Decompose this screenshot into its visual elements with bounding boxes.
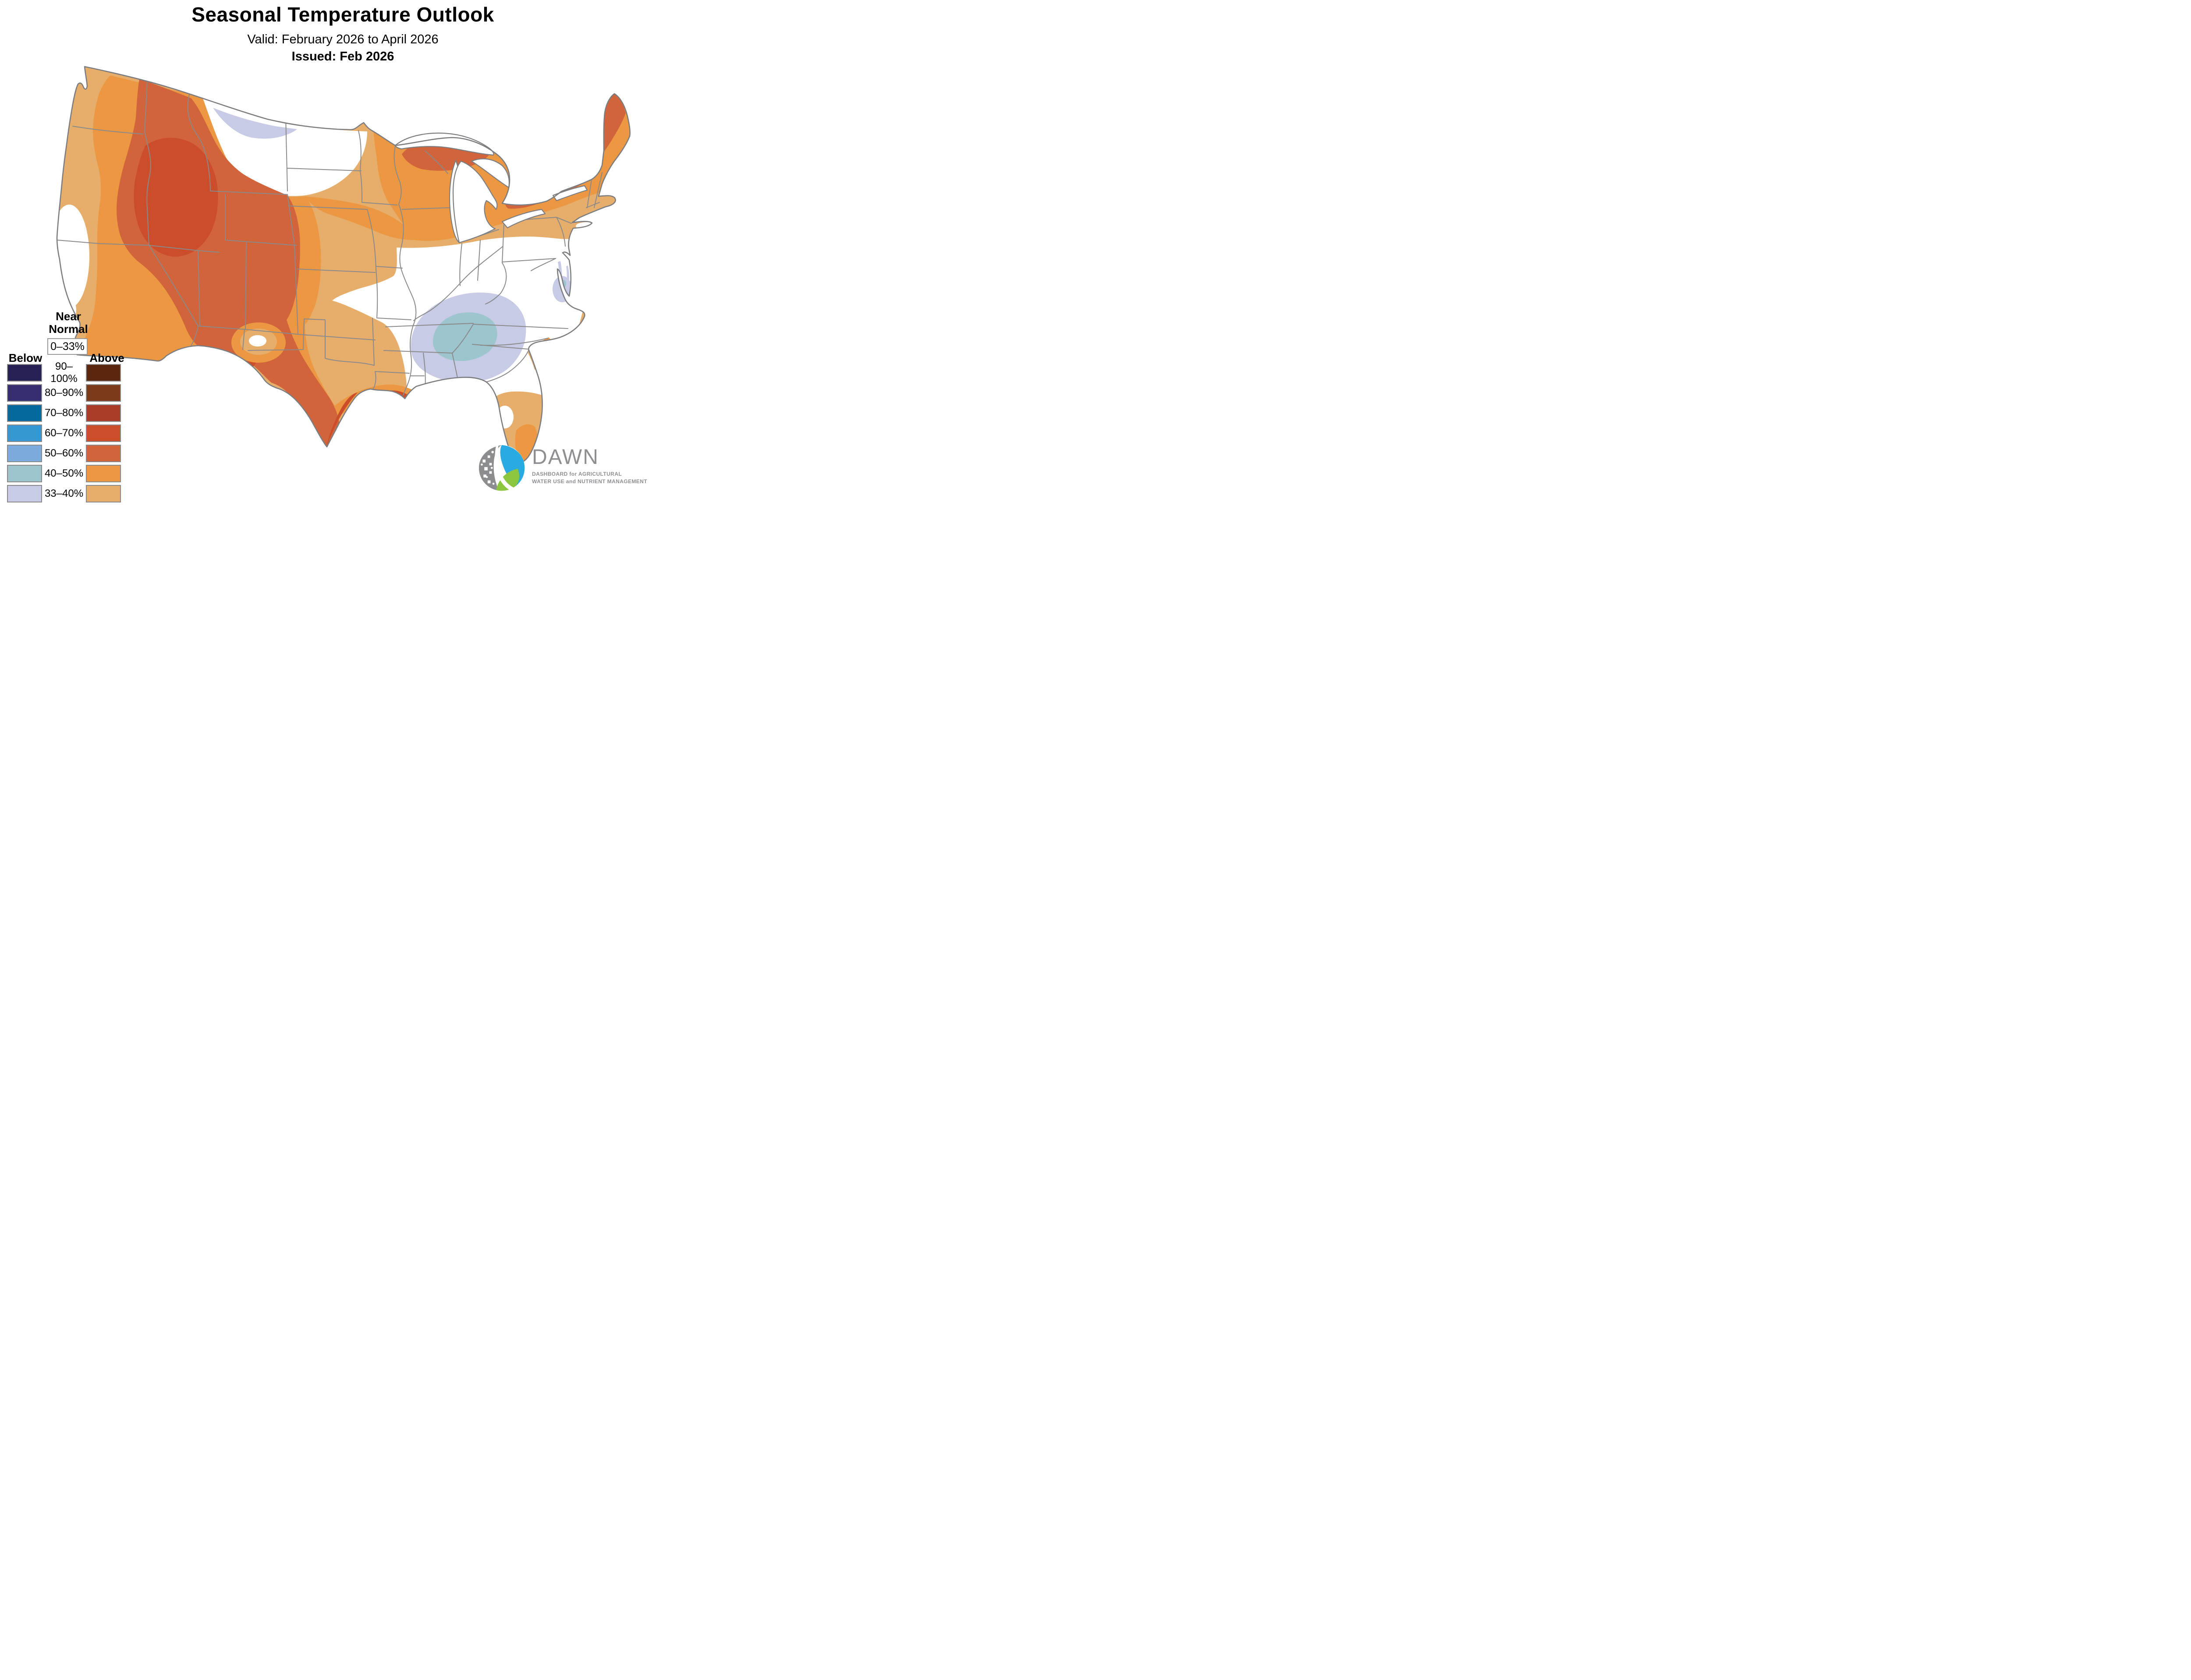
region-equal-chances-florida-west	[496, 406, 514, 428]
dawn-logo-name: DAWN	[532, 446, 599, 469]
legend-swatch-above-60–70%	[86, 424, 121, 442]
legend-row: 60–70%	[4, 423, 121, 443]
legend-range-label: 80–90%	[44, 387, 84, 399]
lake-superior	[394, 132, 494, 156]
region-equal-chances-california-coast	[57, 205, 89, 308]
michigan-lower-peninsula	[452, 160, 498, 244]
legend-row: 90–100%	[4, 361, 121, 385]
legend-row: 33–40%	[4, 484, 121, 504]
legend-row: 40–50%	[4, 463, 121, 484]
dawn-tagline-line2: WATER USE and NUTRIENT MANAGEMENT	[532, 478, 647, 485]
legend-swatch-below-90–100%	[7, 364, 42, 382]
legend-row: 50–60%	[4, 443, 121, 463]
legend-range-label: 50–60%	[44, 447, 84, 459]
page: Seasonal Temperature Outlook Valid: Febr…	[0, 0, 686, 504]
logo-circuit-dots	[481, 451, 495, 485]
legend-swatch-below-50–60%	[7, 445, 42, 462]
region-below-33-40-montana-dakota	[213, 108, 297, 139]
legend-swatch-above-33–40%	[86, 485, 121, 502]
legend-row: 70–80%	[4, 403, 121, 423]
legend-swatch-above-80–90%	[86, 384, 121, 402]
region-above-60-70-great-basin	[134, 138, 218, 257]
legend-above-header: Above	[89, 351, 124, 364]
title-block: Seasonal Temperature Outlook Valid: Febr…	[0, 3, 686, 64]
logo-leaf	[496, 469, 520, 491]
legend-swatch-above-50–60%	[86, 445, 121, 462]
legend-range-label: 33–40%	[44, 488, 84, 499]
dawn-logo-tagline: DASHBOARD for AGRICULTURAL WATER USE and…	[532, 470, 647, 486]
region-above-50-60-northeast	[505, 94, 626, 209]
valid-period: Valid: February 2026 to April 2026	[247, 32, 439, 46]
legend-swatch-above-70–80%	[86, 404, 121, 422]
legend-swatch-below-80–90%	[7, 384, 42, 402]
legend-range-label: 40–50%	[44, 467, 84, 479]
legend-swatch-below-33–40%	[7, 485, 42, 502]
legend-rows: 90–100% 80–90% 70–80% 60–70% 50–60% 40–50% 33–…	[4, 361, 121, 504]
page-title: Seasonal Temperature Outlook	[191, 3, 494, 26]
legend-swatch-below-70–80%	[7, 404, 42, 422]
us-outline	[56, 66, 631, 464]
state-borders	[57, 82, 605, 396]
region-above-40-50-midwest-connector	[305, 196, 416, 240]
legend-range-label: 60–70%	[44, 427, 84, 439]
legend-near-normal-range-box: 0–33%	[47, 338, 88, 355]
legend-swatch-above-90–100%	[86, 364, 121, 382]
legend-swatch-above-40–50%	[86, 465, 121, 482]
dawn-tagline-line1: DASHBOARD for AGRICULTURAL	[532, 471, 622, 477]
dawn-logo: DAWN DASHBOARD for AGRICULTURAL WATER US…	[478, 443, 662, 496]
dawn-logo-mark	[479, 445, 525, 491]
legend-range-label: 70–80%	[44, 407, 84, 419]
logo-swoosh	[495, 445, 514, 491]
new-mexico-ring	[231, 322, 514, 428]
lake-ontario	[552, 185, 588, 202]
legend-near-normal-label: Near Normal	[49, 310, 88, 336]
great-lakes	[394, 132, 588, 244]
dawn-logo-text: DAWN DASHBOARD for AGRICULTURAL WATER US…	[532, 447, 647, 486]
lake-erie	[501, 209, 546, 229]
outlook-map	[56, 66, 631, 464]
legend-swatch-below-40–50%	[7, 465, 42, 482]
legend-below-header: Below	[8, 351, 43, 364]
logo-circuit-wedge	[479, 445, 502, 491]
legend-range-label: 90–100%	[50, 361, 78, 385]
legend-row: 80–90%	[4, 383, 121, 403]
region-equal-chances-new-mexico	[249, 335, 266, 347]
issued-date: Issued: Feb 2026	[291, 50, 394, 64]
legend-swatch-below-60–70%	[7, 424, 42, 442]
